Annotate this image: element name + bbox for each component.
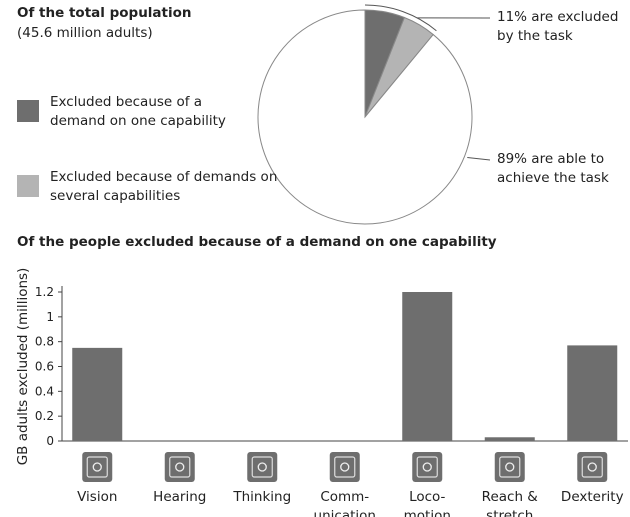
y-tick-label: 0.4 xyxy=(35,384,54,398)
icon-inner xyxy=(581,456,603,478)
icon-inner xyxy=(334,456,356,478)
legend-label: Excluded because of demands on several c… xyxy=(50,169,278,204)
x-tick-label: Vision xyxy=(77,489,118,505)
icon-glyph xyxy=(175,462,185,472)
x-tick-label: Thinking xyxy=(233,489,292,505)
category-icon xyxy=(247,452,278,482)
y-tick-label: 1 xyxy=(46,310,54,324)
bar xyxy=(484,437,535,441)
icon-glyph xyxy=(505,462,515,472)
annotation: 11% are excluded by the task xyxy=(497,9,619,44)
leader xyxy=(467,156,491,161)
y-tick-label: 0.2 xyxy=(35,409,54,423)
y-tick-label: 1.2 xyxy=(35,285,54,299)
category-icon xyxy=(164,452,195,482)
category-icon xyxy=(82,452,113,482)
pie-slice xyxy=(257,9,473,225)
annotation: 89% are able to achieve the task xyxy=(497,151,609,186)
pie-title: Of the total population xyxy=(17,5,192,21)
icon-box xyxy=(494,452,525,482)
icon-box xyxy=(577,452,608,482)
category-icon xyxy=(577,452,608,482)
icon-box xyxy=(164,452,195,482)
icon-box xyxy=(412,452,443,482)
icon-inner xyxy=(169,456,191,478)
icon-inner xyxy=(499,456,521,478)
y-tick-label: 0 xyxy=(46,434,54,448)
x-tick-label: Comm- unication xyxy=(313,489,376,517)
icon-glyph xyxy=(587,462,597,472)
icon-box xyxy=(329,452,360,482)
bar xyxy=(567,345,618,441)
icon-inner xyxy=(86,456,108,478)
category-icon xyxy=(412,452,443,482)
x-tick-label: Dexterity xyxy=(560,489,624,505)
icon-glyph xyxy=(340,462,350,472)
icon-box xyxy=(82,452,113,482)
y-axis-label: GB adults excluded (millions) xyxy=(15,268,31,466)
category-icon xyxy=(329,452,360,482)
pie-subtitle: (45.6 million adults) xyxy=(17,25,153,41)
x-tick-label: Reach & stretch xyxy=(481,489,538,517)
bracket xyxy=(364,4,437,32)
icon-box xyxy=(247,452,278,482)
y-tick-label: 0.8 xyxy=(35,335,54,349)
bar xyxy=(402,292,453,441)
icon-glyph xyxy=(92,462,102,472)
icon-glyph xyxy=(422,462,432,472)
x-tick-label: Hearing xyxy=(153,489,207,505)
legend-label: Excluded because of a demand on one capa… xyxy=(50,94,226,129)
icon-glyph xyxy=(257,462,267,472)
category-icon xyxy=(494,452,525,482)
legend-swatch xyxy=(17,100,39,122)
legend-swatch xyxy=(17,175,39,197)
icon-inner xyxy=(251,456,273,478)
x-tick-label: Loco- motion xyxy=(403,489,451,517)
y-tick-label: 0.6 xyxy=(35,360,54,374)
bar xyxy=(72,347,123,441)
icon-inner xyxy=(416,456,438,478)
bar-title: Of the people excluded because of a dema… xyxy=(17,234,497,250)
